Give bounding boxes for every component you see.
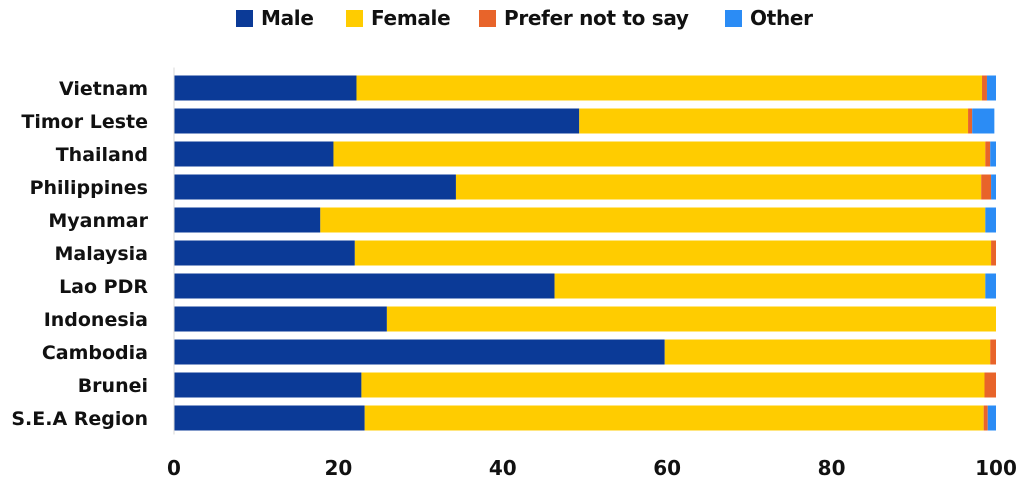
legend-item-prefer-not-to-say[interactable]: Prefer not to say (479, 6, 689, 30)
category-label-timor-leste: Timor Leste (21, 111, 148, 133)
bar-indonesia-male (174, 306, 387, 332)
bar-lao-pdr-male (174, 273, 555, 299)
bar-s-e-a-region-female (364, 405, 984, 431)
bar-thailand-female (333, 141, 986, 167)
category-label-indonesia: Indonesia (44, 309, 148, 331)
bar-philippines-male (174, 174, 456, 200)
bar-malaysia-female (354, 240, 992, 266)
category-label-cambodia: Cambodia (42, 342, 148, 364)
category-label-myanmar: Myanmar (48, 210, 148, 232)
legend-swatch-prefer-not-to-say (479, 9, 496, 27)
bar-myanmar-male (174, 207, 321, 233)
bar-thailand-other (990, 141, 996, 167)
bar-brunei-male (174, 372, 362, 398)
category-label-lao-pdr: Lao PDR (59, 276, 148, 298)
legend-label-prefer-not-to-say: Prefer not to say (504, 6, 689, 30)
bar-thailand-male (174, 141, 334, 167)
bar-lao-pdr-other (985, 273, 996, 299)
bar-timor-leste-female (579, 108, 969, 134)
category-label-malaysia: Malaysia (54, 243, 148, 265)
legend-label-male: Male (261, 6, 314, 30)
x-tick-label-40: 40 (489, 456, 517, 480)
bar-vietnam-female (356, 75, 983, 101)
x-tick-label-20: 20 (324, 456, 352, 480)
bar-s-e-a-region-other (987, 405, 996, 431)
bar-vietnam-male (174, 75, 357, 101)
bar-brunei-female (361, 372, 985, 398)
legend-swatch-male (236, 9, 253, 27)
bar-philippines-other (991, 174, 996, 200)
bar-s-e-a-region-prefer-not-to-say (983, 405, 988, 431)
legend-label-female: Female (371, 6, 451, 30)
bar-myanmar-female (320, 207, 986, 233)
bar-philippines-prefer-not-to-say (981, 174, 992, 200)
x-tick-label-0: 0 (167, 456, 181, 480)
category-label-thailand: Thailand (56, 144, 148, 166)
bar-thailand-prefer-not-to-say (985, 141, 991, 167)
legend-swatch-female (346, 9, 363, 27)
legend-item-female[interactable]: Female (346, 6, 451, 30)
bar-philippines-female (455, 174, 982, 200)
bar-indonesia-female (386, 306, 996, 332)
category-label-vietnam: Vietnam (59, 78, 148, 100)
bar-cambodia-prefer-not-to-say (990, 339, 996, 365)
category-label-brunei: Brunei (78, 375, 148, 397)
bar-vietnam-other (986, 75, 996, 101)
bar-timor-leste-prefer-not-to-say (968, 108, 973, 134)
legend-label-other: Other (750, 6, 813, 30)
bars-group (174, 75, 996, 431)
category-label-philippines: Philippines (30, 177, 148, 199)
x-tick-label-80: 80 (818, 456, 846, 480)
bar-s-e-a-region-male (174, 405, 365, 431)
bar-vietnam-prefer-not-to-say (982, 75, 987, 101)
x-tick-label-60: 60 (653, 456, 681, 480)
category-label-s-e-a-region: S.E.A Region (11, 408, 148, 430)
bar-malaysia-prefer-not-to-say (991, 240, 996, 266)
bar-timor-leste-other (972, 108, 995, 134)
category-labels: Vietnam Timor Leste Thailand Philippines Mya… (11, 78, 148, 430)
bar-lao-pdr-female (554, 273, 986, 299)
bar-brunei-prefer-not-to-say (984, 372, 996, 398)
legend-item-other[interactable]: Other (725, 6, 813, 30)
x-axis-tick-labels: 0 20 40 60 80 100 (167, 456, 1017, 480)
legend-item-male[interactable]: Male (236, 6, 314, 30)
bar-timor-leste-male (174, 108, 580, 134)
legend-swatch-other (725, 9, 742, 27)
bar-myanmar-other (985, 207, 996, 233)
bar-malaysia-male (174, 240, 355, 266)
bar-cambodia-male (174, 339, 665, 365)
bar-cambodia-female (664, 339, 991, 365)
x-tick-label-100: 100 (975, 456, 1017, 480)
